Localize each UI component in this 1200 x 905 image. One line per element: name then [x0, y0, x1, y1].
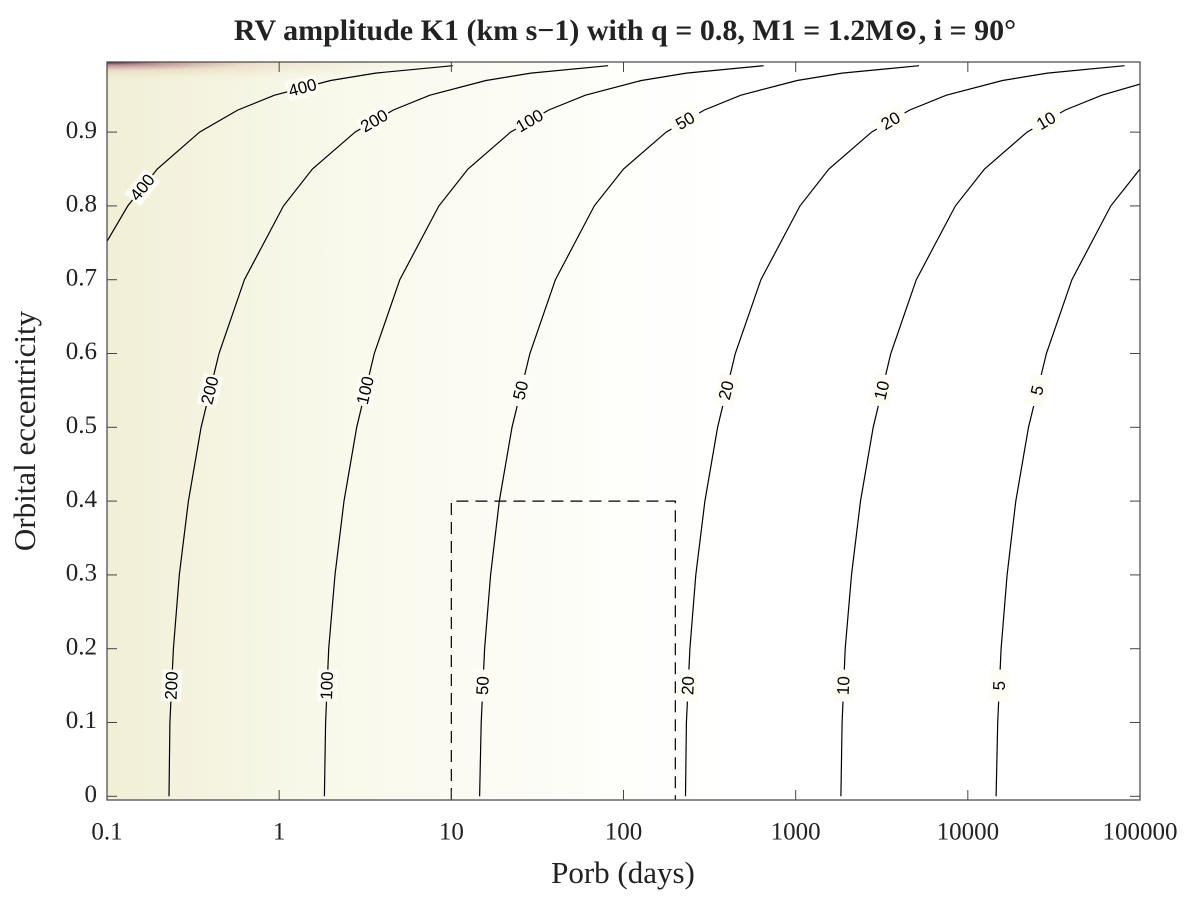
contour-line — [479, 65, 920, 797]
y-tick-label: 0.5 — [66, 412, 97, 439]
dashed-region — [450, 500, 676, 800]
contour-label-bg — [868, 372, 896, 409]
contour-label: 200 — [162, 671, 182, 700]
contour-line — [168, 65, 609, 797]
contour-label-bg — [510, 104, 549, 138]
contour-label-bg — [712, 372, 740, 409]
contour-label-group: 5 — [1023, 372, 1051, 409]
contour-label-bg — [355, 104, 394, 138]
y-tick-label: 0.2 — [66, 633, 97, 660]
contour-label-group: 100 — [316, 669, 338, 703]
contour-label: 50 — [473, 676, 493, 696]
chart-title: RV amplitude K1 (km s−1) with q = 0.8, M… — [234, 14, 1016, 47]
contour-label-bg — [352, 372, 379, 409]
contour-label-bg — [677, 669, 699, 703]
contour-label: 10 — [834, 676, 854, 696]
contour-label-group: 100 — [510, 104, 549, 138]
contour-label-bg — [472, 669, 494, 703]
x-tick-label: 0.1 — [91, 819, 122, 846]
contour-label-group: 10 — [832, 669, 855, 703]
y-tick-label: 0.3 — [66, 560, 97, 587]
y-tick-label: 0.7 — [66, 264, 97, 291]
heatmap-background — [107, 62, 1140, 800]
contour-label-bg — [666, 104, 705, 138]
contour-label: 100 — [317, 671, 337, 700]
x-tick-label: 1000 — [771, 819, 821, 846]
contour-label: 20 — [715, 379, 738, 402]
y-tick-label: 0.8 — [66, 191, 97, 218]
contour-label-group: 20 — [677, 669, 699, 703]
x-tick-label: 100000 — [1103, 819, 1178, 846]
contour-label-bg — [1023, 372, 1051, 409]
contour-label-group: 10 — [868, 372, 896, 409]
contour-line — [323, 65, 764, 797]
contour-label: 5 — [1027, 384, 1048, 398]
y-tick-label: 0 — [85, 781, 98, 808]
contour-label-bg — [284, 74, 321, 102]
x-tick-label: 100 — [605, 819, 643, 846]
x-tick-label: 10 — [439, 819, 464, 846]
contour-label-bg — [832, 669, 855, 703]
contour-label-bg — [1027, 104, 1066, 138]
y-tick-label: 0.6 — [66, 338, 97, 365]
contour-label-bg — [316, 669, 338, 703]
contour-label-group: 200 — [160, 669, 183, 703]
contour-label-bg — [988, 669, 1011, 703]
y-tick-label: 0.9 — [66, 117, 97, 144]
contour-label: 5 — [990, 680, 1009, 690]
contour-label-group: 10 — [1027, 104, 1066, 138]
contour-label-bg — [124, 168, 161, 207]
y-axis-label: Orbital eccentricity — [7, 310, 42, 551]
contour-label-bg — [196, 372, 224, 409]
contour-label: 20 — [678, 676, 698, 696]
contour-label-group: 50 — [472, 669, 494, 703]
contour-label-group: 100 — [352, 372, 379, 409]
contour-label-bg — [871, 104, 910, 138]
contour-label-group: 20 — [712, 372, 740, 409]
contour-label-group: 50 — [507, 372, 535, 409]
contour-label: 10 — [871, 379, 894, 402]
contour-label-bg — [160, 669, 183, 703]
contour-label: 50 — [509, 379, 532, 402]
contour-label-bg — [507, 372, 535, 409]
contour-line — [684, 65, 1125, 797]
x-axis-label: Porb (days) — [551, 855, 695, 890]
x-tick-label: 1 — [273, 819, 286, 846]
y-tick-label: 0.1 — [66, 707, 97, 734]
y-tick-label: 0.4 — [66, 486, 98, 513]
x-tick-label: 10000 — [937, 819, 1000, 846]
contour-label-group: 5 — [988, 669, 1011, 703]
